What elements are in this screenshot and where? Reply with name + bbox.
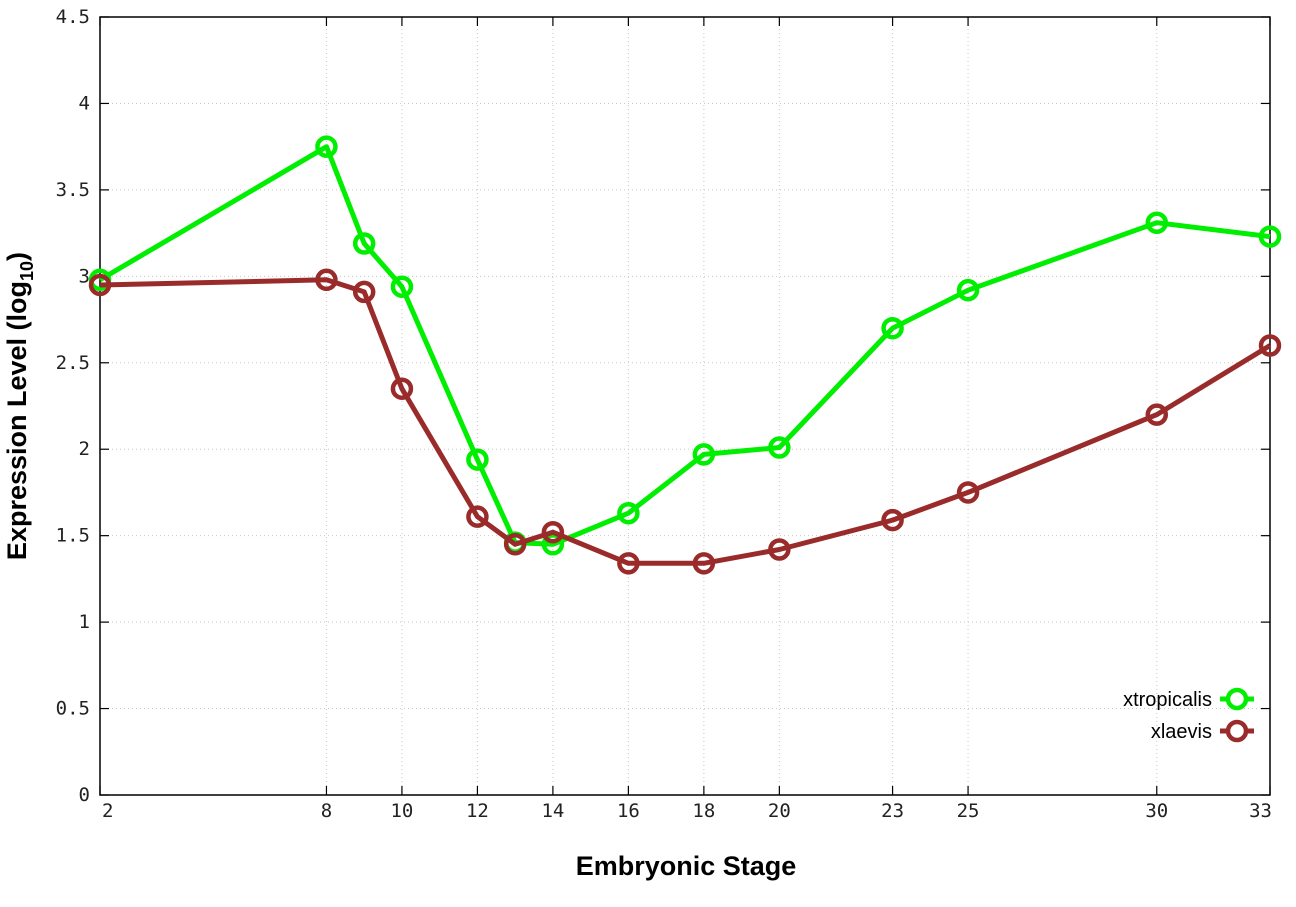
x-tick-label: 14 <box>541 800 564 822</box>
data-point-xtropicalis <box>315 135 338 158</box>
data-point-xlaevis <box>315 268 338 292</box>
legend-item-xtropicalis: xtropicalis <box>1123 687 1254 711</box>
data-point-xlaevis <box>466 505 489 528</box>
data-point-xlaevis <box>956 481 980 504</box>
legend-swatch-marker <box>1225 687 1249 711</box>
series-line-xtropicalis <box>98 144 1271 547</box>
legend-item-xlaevis: xlaevis <box>1151 719 1254 743</box>
data-point-xtropicalis <box>1145 211 1169 234</box>
x-axis-title: Embryonic Stage <box>576 851 797 881</box>
x-tick-label: 10 <box>390 800 413 822</box>
data-point-xtropicalis <box>466 448 489 471</box>
legend: xtropicalis xlaevis <box>1123 687 1254 743</box>
plot-frame <box>99 16 1271 796</box>
x-tick-label: 8 <box>321 800 332 822</box>
x-tick-label: 20 <box>768 800 791 822</box>
x-tick-label: 25 <box>957 800 980 822</box>
series-xtropicalis <box>88 135 1282 556</box>
data-point-xlaevis <box>1258 334 1282 357</box>
y-tick-label: 0.5 <box>56 698 90 720</box>
data-point-xlaevis <box>692 552 716 575</box>
y-axis-title-close: ) <box>2 252 32 261</box>
data-point-xlaevis <box>541 520 565 544</box>
data-point-xtropicalis <box>956 278 980 302</box>
axis-ticks: 0 0.5 1 1.5 2 2.5 3 3.5 4 4.5 2 8 10 12 14 16 18 20 23 25 30… <box>56 6 1272 822</box>
series-xlaevis <box>88 268 1282 575</box>
legend-swatch-marker <box>1225 719 1249 743</box>
y-axis-title: Expression Level (log10) <box>2 252 37 560</box>
data-point-xlaevis <box>503 533 527 556</box>
gridlines <box>100 17 1270 795</box>
data-point-xtropicalis <box>768 436 791 459</box>
data-point-xtropicalis <box>881 316 904 340</box>
y-tick-label: 1.5 <box>56 525 90 547</box>
data-point-xlaevis <box>390 377 414 400</box>
y-axis-title-subscript: 10 <box>17 261 37 281</box>
data-point-xtropicalis <box>352 232 376 255</box>
data-point-xlaevis <box>768 538 791 561</box>
data-point-xlaevis <box>88 273 112 297</box>
y-axis-title-main: Expression Level (log <box>2 281 32 560</box>
x-tick-label: 2 <box>102 800 113 822</box>
x-tick-label: 16 <box>617 800 640 822</box>
x-tick-label: 30 <box>1145 800 1168 822</box>
x-tick-label: 18 <box>692 800 715 822</box>
series-line-xlaevis <box>99 277 1272 566</box>
data-point-xtropicalis <box>1258 225 1282 248</box>
legend-label: xtropicalis <box>1123 689 1212 711</box>
x-tick-label: 33 <box>1249 800 1272 822</box>
series-layer <box>88 135 1282 575</box>
y-tick-label: 4.5 <box>56 6 90 28</box>
data-point-xtropicalis <box>390 275 414 298</box>
y-tick-label: 2.5 <box>56 352 90 374</box>
data-point-xlaevis <box>617 552 640 575</box>
y-tick-label: 4 <box>79 92 90 114</box>
y-tick-label: 3.5 <box>56 179 90 201</box>
data-point-xtropicalis <box>692 443 716 466</box>
y-tick-label: 2 <box>79 438 90 460</box>
data-point-xlaevis <box>1145 403 1169 426</box>
data-point-xlaevis <box>352 280 376 304</box>
x-tick-label: 23 <box>881 800 904 822</box>
data-point-xtropicalis <box>541 533 565 556</box>
y-tick-label: 3 <box>79 265 90 287</box>
data-point-xlaevis <box>881 508 904 532</box>
y-tick-label: 1 <box>79 611 90 633</box>
data-point-xtropicalis <box>617 501 640 525</box>
x-tick-label: 12 <box>466 800 489 822</box>
y-tick-label: 0 <box>79 784 90 806</box>
legend-label: xlaevis <box>1151 721 1212 743</box>
